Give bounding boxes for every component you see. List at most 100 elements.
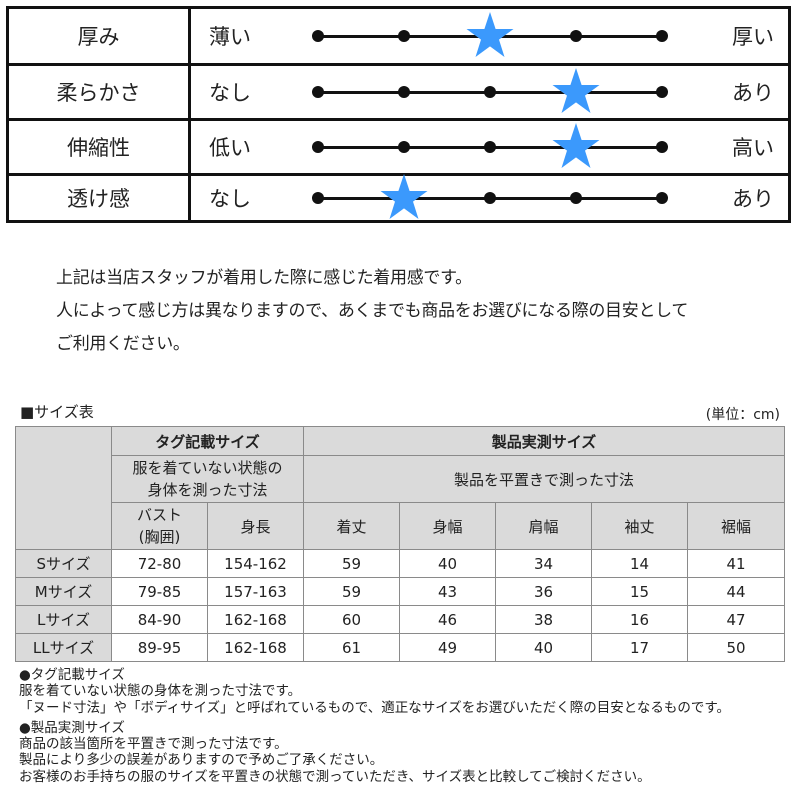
rating-row-thickness: 厚み 薄い 厚い bbox=[9, 9, 788, 63]
shoulder-value: 38 bbox=[495, 605, 592, 634]
body-width-value: 43 bbox=[399, 577, 496, 606]
tag-size-description-line-1: 服を着ていない状態の bbox=[132, 459, 283, 477]
column-header-body-width: 身幅 bbox=[399, 502, 496, 550]
texture-rating-table: 厚み 薄い 厚い 柔らかさ なし あり 伸縮性 低い 高い 透け感 なし あり bbox=[6, 6, 791, 223]
size-label: Mサイズ bbox=[15, 577, 112, 606]
column-header-length: 着丈 bbox=[303, 502, 400, 550]
shoulder-value: 34 bbox=[495, 549, 592, 578]
rating-high-label: 厚い bbox=[732, 25, 774, 49]
rating-scale bbox=[312, 174, 668, 220]
bust-value: 89-95 bbox=[111, 633, 208, 662]
size-label: LLサイズ bbox=[15, 633, 112, 662]
scale-dot-icon bbox=[656, 30, 668, 42]
column-header-shoulder: 肩幅 bbox=[495, 502, 592, 550]
height-value: 162-168 bbox=[207, 633, 304, 662]
size-label: Lサイズ bbox=[15, 605, 112, 634]
rating-high-label: あり bbox=[732, 187, 774, 211]
rating-label: 伸縮性 bbox=[9, 121, 191, 173]
corner-cell bbox=[15, 426, 112, 550]
scale-dot-icon bbox=[312, 30, 324, 42]
scale-dot-icon bbox=[312, 192, 324, 204]
length-value: 59 bbox=[303, 577, 400, 606]
rating-scale bbox=[312, 66, 668, 118]
rating-label: 厚み bbox=[9, 9, 191, 63]
actual-size-note-line-1: 商品の該当箇所を平置きで測った寸法です。 bbox=[19, 736, 288, 753]
star-icon bbox=[466, 12, 514, 58]
scale-dot-icon bbox=[484, 86, 496, 98]
scale-dot-icon bbox=[398, 141, 410, 153]
length-value: 61 bbox=[303, 633, 400, 662]
rating-high-label: あり bbox=[732, 81, 774, 105]
sleeve-value: 14 bbox=[591, 549, 688, 578]
star-icon bbox=[552, 68, 600, 114]
sleeve-value: 16 bbox=[591, 605, 688, 634]
scale-dot-icon bbox=[312, 86, 324, 98]
height-value: 162-168 bbox=[207, 605, 304, 634]
body-width-value: 40 bbox=[399, 549, 496, 578]
table-row: LLサイズ 89-95 162-168 61 49 40 17 50 bbox=[15, 633, 786, 662]
disclaimer-line-3: ご利用ください。 bbox=[56, 334, 190, 354]
hem-value: 44 bbox=[686, 577, 786, 606]
actual-size-group-header: 製品実測サイズ bbox=[302, 426, 786, 456]
height-value: 157-163 bbox=[207, 577, 304, 606]
height-value: 154-162 bbox=[207, 549, 304, 578]
rating-label: 柔らかさ bbox=[9, 66, 191, 118]
tag-size-description-line-2: 身体を測った寸法 bbox=[147, 481, 268, 499]
bust-label: バスト bbox=[136, 506, 182, 524]
column-header-hem: 裾幅 bbox=[686, 502, 786, 550]
chest-label: (胸囲) bbox=[138, 528, 181, 546]
scale-dot-icon bbox=[656, 86, 668, 98]
scale-dot-icon bbox=[312, 141, 324, 153]
tag-size-note-heading: ●タグ記載サイズ bbox=[19, 667, 125, 683]
shoulder-value: 40 bbox=[495, 633, 592, 662]
rating-low-label: なし bbox=[209, 187, 251, 211]
actual-size-note-line-3: お客様のお手持ちの服のサイズを平置きの状態で測っていただき、サイズ表と比較してご… bbox=[19, 768, 651, 785]
scale-dot-icon bbox=[656, 192, 668, 204]
scale-dot-icon bbox=[398, 30, 410, 42]
bust-value: 84-90 bbox=[111, 605, 208, 634]
actual-size-note-line-2: 製品により多少の誤差がありますので予めご了承ください。 bbox=[19, 752, 384, 769]
hem-value: 47 bbox=[686, 605, 786, 634]
length-value: 59 bbox=[303, 549, 400, 578]
table-row: Sサイズ 72-80 154-162 59 40 34 14 41 bbox=[15, 549, 786, 578]
scale-dot-icon bbox=[570, 30, 582, 42]
shoulder-value: 36 bbox=[495, 577, 592, 606]
rating-scale bbox=[312, 9, 668, 63]
table-row: Lサイズ 84-90 162-168 60 46 38 16 47 bbox=[15, 605, 786, 634]
size-table: タグ記載サイズ 製品実測サイズ 服を着ていない状態の 身体を測った寸法 製品を平… bbox=[15, 426, 786, 662]
size-table-title: ■サイズ表 bbox=[20, 403, 94, 421]
actual-size-note-heading: ●製品実測サイズ bbox=[19, 719, 125, 736]
tag-size-note-line-2: 「ヌード寸法」や「ボディサイズ」と呼ばれているもので、適正なサイズをお選びいただ… bbox=[19, 699, 731, 716]
length-value: 60 bbox=[303, 605, 400, 634]
rating-row-sheerness: 透け感 なし あり bbox=[9, 173, 788, 220]
bust-value: 72-80 bbox=[111, 549, 208, 578]
size-label: Sサイズ bbox=[15, 549, 112, 578]
body-width-value: 49 bbox=[399, 633, 496, 662]
sleeve-value: 15 bbox=[591, 577, 688, 606]
tag-size-note-line-1: 服を着ていない状態の身体を測った寸法です。 bbox=[19, 683, 302, 700]
body-width-value: 46 bbox=[399, 605, 496, 634]
rating-scale bbox=[312, 121, 668, 173]
column-header-bust: バスト (胸囲) bbox=[111, 502, 208, 550]
scale-dot-icon bbox=[570, 192, 582, 204]
tag-size-description: 服を着ていない状態の 身体を測った寸法 bbox=[111, 455, 304, 503]
rating-row-softness: 柔らかさ なし あり bbox=[9, 63, 788, 118]
hem-value: 50 bbox=[686, 633, 786, 662]
disclaimer-line-1: 上記は当店スタッフが着用した際に感じた着用感です。 bbox=[56, 268, 472, 288]
unit-label: (単位：cm) bbox=[705, 407, 780, 423]
actual-size-description: 製品を平置きで測った寸法 bbox=[302, 455, 786, 503]
scale-dot-icon bbox=[656, 141, 668, 153]
bust-value: 79-85 bbox=[111, 577, 208, 606]
rating-high-label: 高い bbox=[732, 136, 774, 160]
rating-low-label: 薄い bbox=[209, 25, 251, 49]
table-row: Mサイズ 79-85 157-163 59 43 36 15 44 bbox=[15, 577, 786, 606]
sleeve-value: 17 bbox=[591, 633, 688, 662]
star-icon bbox=[380, 174, 428, 220]
scale-dot-icon bbox=[484, 141, 496, 153]
column-header-height: 身長 bbox=[207, 502, 304, 550]
tag-size-group-header: タグ記載サイズ bbox=[111, 426, 304, 456]
rating-row-stretch: 伸縮性 低い 高い bbox=[9, 118, 788, 173]
star-icon bbox=[552, 123, 600, 169]
scale-dot-icon bbox=[484, 192, 496, 204]
scale-dot-icon bbox=[398, 86, 410, 98]
